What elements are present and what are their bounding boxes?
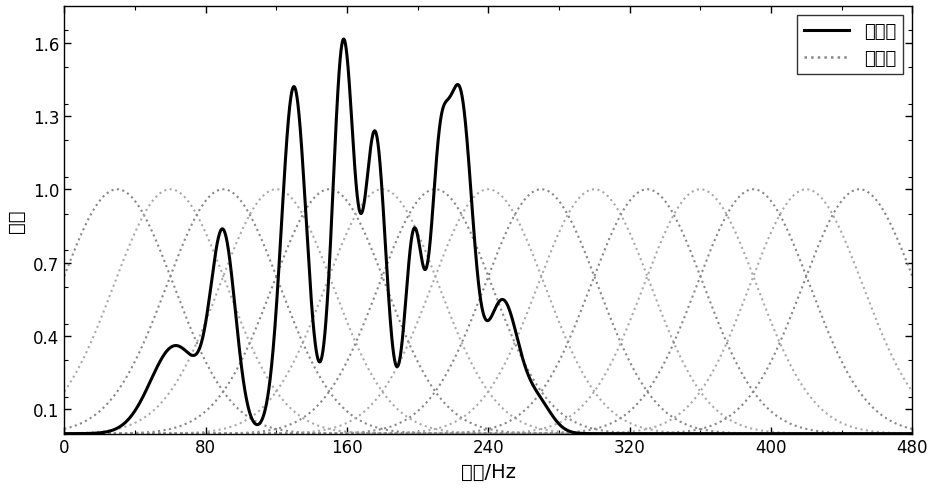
振幅谱 — [422, 261, 433, 266]
高斯窗 — [415, 431, 426, 437]
振幅谱 — [415, 251, 426, 257]
振幅谱 — [462, 142, 473, 148]
高斯窗 — [839, 431, 850, 437]
振幅谱 — [839, 431, 850, 437]
高斯窗 — [675, 431, 686, 437]
高斯窗 — [907, 431, 918, 437]
高斯窗 — [462, 431, 473, 437]
高斯窗 — [111, 187, 122, 193]
振幅谱 — [675, 431, 686, 437]
Line: 振幅谱: 振幅谱 — [65, 40, 913, 434]
X-axis label: 频率/Hz: 频率/Hz — [461, 462, 516, 481]
Y-axis label: 振幅: 振幅 — [7, 208, 26, 232]
振幅谱 — [881, 431, 892, 437]
Legend: 振幅谱, 高斯窗: 振幅谱, 高斯窗 — [797, 16, 903, 75]
振幅谱 — [59, 431, 70, 437]
振幅谱 — [338, 37, 350, 43]
高斯窗 — [881, 431, 892, 437]
Line: 高斯窗: 高斯窗 — [65, 190, 913, 434]
高斯窗 — [59, 274, 70, 280]
高斯窗 — [422, 431, 433, 437]
振幅谱 — [907, 431, 918, 437]
